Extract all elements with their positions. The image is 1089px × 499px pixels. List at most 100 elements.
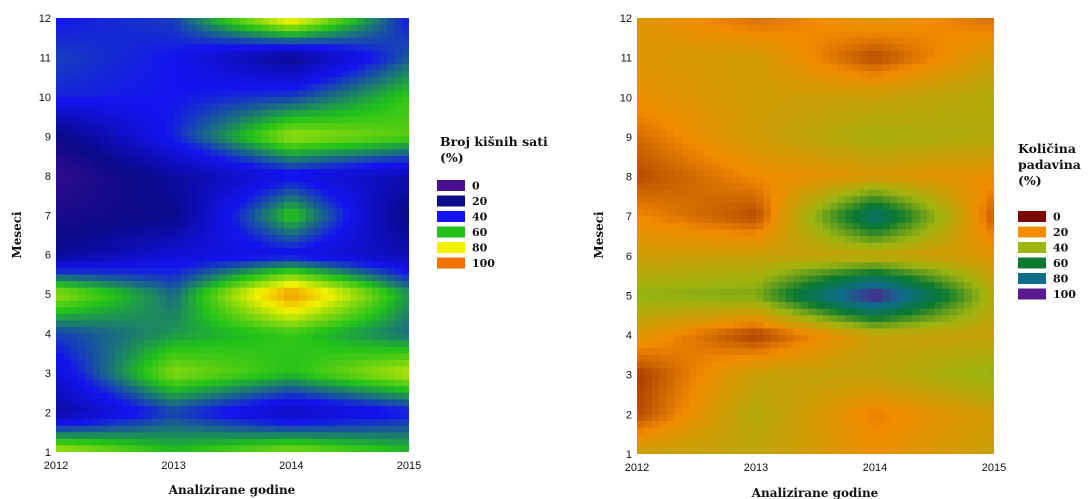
heatmap-cell xyxy=(188,129,197,137)
heatmap-cell xyxy=(379,77,388,85)
heatmap-cell xyxy=(689,374,698,382)
heatmap-cell xyxy=(188,123,197,131)
heatmap-cell xyxy=(283,359,292,368)
heatmap-cell xyxy=(335,267,344,276)
heatmap-cell xyxy=(217,281,226,289)
heatmap-cell xyxy=(822,236,831,244)
heatmap-cell xyxy=(306,50,314,59)
heatmap-cell xyxy=(394,50,403,59)
heatmap-cell xyxy=(681,57,690,65)
heatmap-cell xyxy=(785,255,794,264)
heatmap-cell xyxy=(247,208,256,216)
heatmap-cell xyxy=(56,432,64,440)
heatmap-cell xyxy=(254,221,263,230)
heatmap-cell xyxy=(158,261,167,269)
heatmap-cell xyxy=(151,294,160,302)
heatmap-cell xyxy=(770,321,779,330)
heatmap-cell xyxy=(210,202,219,210)
heatmap-cell xyxy=(696,387,705,396)
heatmap-cell xyxy=(217,392,226,400)
heatmap-cell xyxy=(144,438,153,447)
heatmap-cell xyxy=(718,335,727,343)
heatmap-cell xyxy=(666,18,675,26)
heatmap-cell xyxy=(56,103,64,111)
heatmap-cell xyxy=(372,353,381,361)
heatmap-cell xyxy=(283,241,292,249)
heatmap-cell xyxy=(696,97,705,105)
heatmap-cell xyxy=(136,123,145,131)
heatmap-cell xyxy=(785,24,794,32)
heatmap-cell xyxy=(342,175,351,183)
heatmap-cell xyxy=(203,432,212,440)
heatmap-cell xyxy=(239,70,248,78)
heatmap-cell xyxy=(696,176,705,184)
heatmap-cell xyxy=(741,103,750,112)
heatmap-cell xyxy=(726,302,735,310)
heatmap-cell xyxy=(659,275,668,283)
heatmap-cell xyxy=(379,248,388,256)
heatmap-cell xyxy=(70,103,79,111)
heatmap-cell xyxy=(114,274,123,282)
heatmap-cell xyxy=(306,44,314,52)
heatmap-cell xyxy=(793,31,802,39)
heatmap-cell xyxy=(188,399,197,407)
heatmap-cell xyxy=(674,348,683,356)
heatmap-cell xyxy=(144,215,153,223)
heatmap-cell xyxy=(63,228,72,236)
heatmap-cell xyxy=(195,208,204,216)
heatmap-cell xyxy=(689,31,698,39)
heatmap-cell xyxy=(136,215,145,223)
heatmap-cell xyxy=(741,401,750,409)
heatmap-cell xyxy=(756,407,765,415)
heatmap-cell xyxy=(681,202,690,211)
heatmap-cell xyxy=(78,195,87,203)
heatmap-cell xyxy=(136,228,145,236)
heatmap-cell xyxy=(822,103,831,112)
heatmap-cell xyxy=(269,392,278,400)
heatmap-cell xyxy=(401,412,409,420)
heatmap-cell xyxy=(92,432,101,440)
heatmap-cell xyxy=(203,254,212,262)
heatmap-cell xyxy=(674,136,683,145)
heatmap-cell xyxy=(276,116,285,124)
heatmap-cell xyxy=(247,346,256,354)
heatmap-cell xyxy=(328,169,337,177)
heatmap-cell xyxy=(188,221,197,230)
heatmap-cell xyxy=(681,295,690,303)
heatmap-cell xyxy=(644,315,653,323)
heatmap-cell xyxy=(100,281,109,289)
heatmap-cell xyxy=(357,116,366,124)
heatmap-cell xyxy=(644,44,653,52)
heatmap-cell xyxy=(144,24,153,32)
heatmap-cell xyxy=(56,44,64,52)
heatmap-cell xyxy=(357,313,366,322)
heatmap-cell xyxy=(269,24,278,32)
heatmap-cell xyxy=(129,142,138,151)
heatmap-cell xyxy=(808,64,817,72)
heatmap-cell xyxy=(92,300,101,308)
heatmap-cell xyxy=(63,44,72,52)
heatmap-cell xyxy=(357,425,366,433)
heatmap-cell xyxy=(261,188,270,197)
heatmap-cell xyxy=(778,18,787,26)
heatmap-cell xyxy=(158,320,167,328)
heatmap-cell xyxy=(800,202,809,211)
heatmap-cell xyxy=(158,340,167,348)
heatmap-cell xyxy=(328,50,337,59)
heatmap-cell xyxy=(372,228,381,236)
heatmap-cell xyxy=(225,300,234,308)
heatmap-cell xyxy=(181,235,189,243)
heatmap-cell xyxy=(689,348,698,356)
heatmap-cell xyxy=(808,176,817,184)
heatmap-cell xyxy=(114,399,123,407)
heatmap-cell xyxy=(696,249,705,257)
heatmap-cell xyxy=(210,83,219,91)
heatmap-cell xyxy=(210,90,219,98)
heatmap-cell xyxy=(203,445,212,452)
heatmap-cell xyxy=(247,392,256,400)
heatmap-cell xyxy=(151,215,160,223)
heatmap-cell xyxy=(733,136,742,145)
heatmap-cell xyxy=(144,405,153,414)
heatmap-cell xyxy=(830,302,839,310)
heatmap-cell xyxy=(78,182,87,190)
